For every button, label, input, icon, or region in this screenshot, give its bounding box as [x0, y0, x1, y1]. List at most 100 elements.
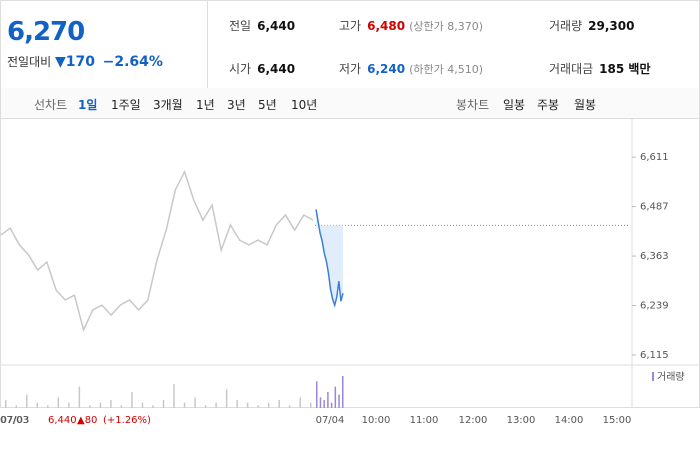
stat-value: 29,300: [588, 19, 635, 33]
y-tick-label: 6,611: [640, 152, 669, 163]
volume-bar: [78, 386, 81, 408]
volume-bar: [131, 392, 133, 408]
stat-value: 6,440: [257, 19, 296, 33]
y-tick-label: 6,487: [640, 202, 669, 213]
prev-day-date: 07/03: [0, 415, 29, 426]
stat-label: 시가: [229, 62, 252, 76]
volume-bar: [183, 402, 186, 408]
tab-group-label: 선차트: [34, 98, 68, 112]
volume-bar: [323, 400, 325, 408]
x-tick-label: 15:00: [603, 415, 632, 426]
x-tick-label: 12:00: [459, 415, 488, 426]
volume-bar: [342, 376, 344, 408]
stat-label: 저가: [339, 62, 362, 76]
stat-note: (상한가 8,370): [409, 20, 483, 33]
chart: 6,611 6,487 6,363 6,239 6,115 거래량 07/03 07/04 10…: [0, 118, 700, 426]
change-value: ▼170: [55, 54, 95, 70]
volume-bar: [215, 402, 217, 408]
volume-bar: [36, 402, 39, 408]
stat-note: (하한가 4,510): [409, 63, 483, 76]
price-line: [315, 209, 344, 308]
stat: 시가 6,440: [229, 60, 295, 77]
volume-bar: [278, 400, 280, 408]
volume-bar: [246, 402, 249, 408]
volume-bar: [288, 405, 291, 408]
stat-value: 6,240: [367, 62, 406, 76]
volume-bar: [141, 402, 144, 408]
x-tick-label: 11:00: [410, 415, 439, 426]
prev-day-change-pct: (+1.26%): [103, 415, 151, 426]
tab[interactable]: 3년: [227, 98, 246, 112]
volume-bar: [338, 394, 340, 408]
stat-label: 거래대금: [549, 62, 594, 76]
tab[interactable]: 5년: [258, 98, 277, 112]
volume-bar: [236, 400, 238, 408]
tab-bar: 선차트 1일 1주일 3개월 1년 3년 5년 10년 봉차트 일봉 주봉 월봉: [0, 88, 700, 119]
y-tick-label: 6,115: [640, 350, 669, 361]
volume-bar: [204, 405, 207, 408]
tab[interactable]: 1일: [78, 98, 98, 112]
volume-bar: [89, 405, 91, 408]
volume-bar: [99, 402, 102, 408]
separator: [207, 1, 208, 88]
tab[interactable]: 10년: [291, 98, 318, 112]
volume-bar: [152, 405, 154, 408]
volume-bar: [316, 381, 318, 408]
x-tick-label: 07/04: [316, 415, 345, 426]
volume-bar: [68, 402, 70, 408]
stat-value: 6,440: [257, 62, 296, 76]
tab[interactable]: 월봉: [574, 98, 597, 112]
volume-bar: [26, 394, 28, 408]
stat-value: 6,480: [367, 19, 406, 33]
prev-day-close: 6,440: [48, 415, 77, 426]
volume-bar: [330, 402, 333, 408]
stat: 전일 6,440: [229, 17, 295, 34]
x-tick-label: 10:00: [362, 415, 391, 426]
stat-value: 185 백만: [599, 62, 651, 76]
stat-label: 거래량: [549, 19, 583, 33]
stat: 거래량 29,300: [549, 17, 634, 34]
x-tick-label: 07/03: [1, 415, 30, 426]
price: 6,270: [7, 17, 85, 47]
volume-bar: [162, 400, 165, 408]
stat-label: 고가: [339, 19, 362, 33]
y-tick-label: 6,239: [640, 301, 669, 312]
stat: 저가 6,240 (하한가 4,510): [339, 60, 483, 77]
tab[interactable]: 1주일: [111, 98, 141, 112]
volume-bar: [173, 384, 175, 408]
x-tick-label: 13:00: [507, 415, 536, 426]
volume-bar: [299, 397, 301, 408]
volume-bar: [47, 405, 49, 408]
change-label: 전일대비: [7, 55, 52, 69]
x-tick-label: 14:00: [555, 415, 584, 426]
plot-frame: [0, 118, 700, 408]
change: 전일대비 ▼170 −2.64%: [7, 53, 163, 70]
area: [316, 209, 343, 306]
tab[interactable]: 1년: [196, 98, 215, 112]
volume-bar: [57, 397, 60, 408]
volume-bar: [194, 397, 196, 408]
legend-label: 거래량: [657, 371, 685, 383]
volume-bar: [5, 400, 7, 408]
volume-bar: [334, 386, 337, 408]
legend-swatch: [652, 372, 654, 381]
quote-header: 6,270 전일대비 ▼170 −2.64% 전일 6,440 고가 6,480 (상한…: [0, 0, 700, 89]
volume-bar: [120, 405, 123, 408]
volume-bar: [327, 392, 329, 408]
volume-bar: [225, 389, 228, 408]
stat: 고가 6,480 (상한가 8,370): [339, 17, 483, 34]
tab-group-label: 봉차트: [456, 98, 490, 112]
stat-label: 전일: [229, 19, 252, 33]
volume-bar: [15, 405, 18, 408]
price-line: [0, 169, 314, 333]
prev-day-change: ▲80: [77, 415, 97, 426]
volume-bar: [110, 400, 112, 408]
y-tick-label: 6,363: [640, 251, 669, 262]
volume-bar: [310, 402, 312, 408]
tab[interactable]: 일봉: [503, 98, 526, 112]
tab[interactable]: 3개월: [153, 98, 183, 112]
stat: 거래대금 185 백만: [549, 60, 650, 77]
volume-bar: [267, 402, 270, 408]
tab[interactable]: 주봉: [537, 98, 560, 112]
volume-bar: [319, 397, 322, 408]
